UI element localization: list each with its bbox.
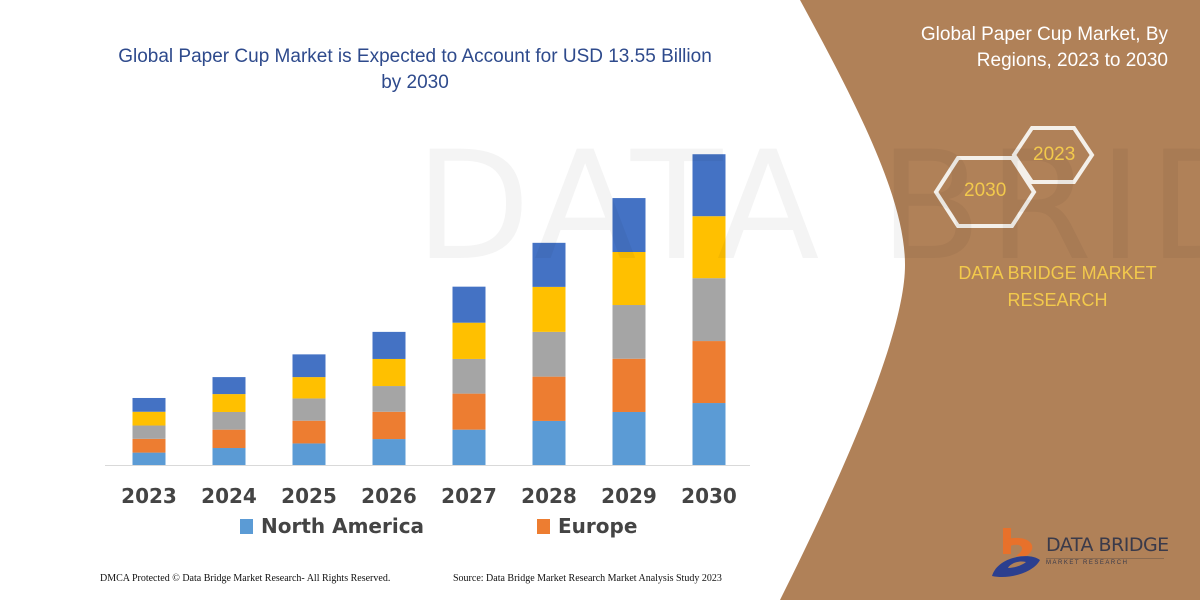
bar-2027-series-3 [452, 322, 486, 359]
logo-icon [992, 528, 1040, 578]
x-tick-label: 2027 [441, 484, 497, 508]
footer-source: Source: Data Bridge Market Research Mark… [453, 573, 722, 584]
bar-2027-series-4 [452, 286, 486, 323]
footer-copyright: DMCA Protected © Data Bridge Market Rese… [100, 573, 391, 584]
bar-2030-series-3 [692, 216, 726, 279]
bar-2028-series-0 [532, 420, 566, 465]
bar-2024-series-4 [212, 377, 246, 395]
legend-swatch [240, 518, 253, 534]
x-tick-label: 2024 [201, 484, 257, 508]
bar-2024-series-1 [212, 429, 246, 449]
x-tick-label: 2030 [681, 484, 737, 508]
bar-2025-series-4 [292, 354, 326, 378]
bar-2029-series-3 [612, 252, 646, 306]
legend-swatch [537, 518, 550, 534]
bar-2028-series-3 [532, 286, 566, 332]
bar-2023-series-3 [132, 411, 166, 426]
x-tick-label: 2028 [521, 484, 577, 508]
logo-name: DATA BRIDGE [1046, 534, 1169, 556]
bar-2030-series-2 [692, 278, 726, 342]
bar-2024-series-0 [212, 448, 246, 465]
bar-2025-series-2 [292, 398, 326, 421]
bar-2029-series-0 [612, 411, 646, 465]
chart-title: Global Paper Cup Market is Expected to A… [118, 46, 712, 93]
bar-2023-series-4 [132, 397, 166, 412]
x-tick-label: 2026 [361, 484, 417, 508]
watermark: DATA BRIDGE [415, 120, 1200, 294]
panel-title: Global Paper Cup Market, By Regions, 202… [920, 24, 1168, 71]
bar-2029-series-4 [612, 198, 646, 253]
bar-2025-series-1 [292, 420, 326, 444]
hexagon-2030 [933, 156, 1037, 228]
bar-2027-series-1 [452, 393, 486, 430]
x-tick-label: 2029 [601, 484, 657, 508]
bar-2029-series-2 [612, 305, 646, 359]
brand-text: DATA BRIDGE MARKET RESEARCH [958, 263, 1157, 310]
bars [132, 154, 726, 465]
bar-2023-series-0 [132, 452, 166, 465]
x-tick-label: 2025 [281, 484, 337, 508]
bar-2026-series-4 [372, 331, 406, 359]
hex-label-2023: 2023 [1033, 144, 1076, 165]
logo-subtitle: MARKET RESEARCH [1046, 558, 1164, 566]
bar-2030-series-4 [692, 154, 726, 217]
bar-2028-series-4 [532, 242, 566, 287]
bar-2027-series-2 [452, 358, 486, 394]
bar-2024-series-3 [212, 394, 246, 412]
brown-panel [780, 0, 1200, 600]
bar-2026-series-3 [372, 358, 406, 387]
bar-2025-series-3 [292, 377, 326, 399]
hex-label-2030: 2030 [964, 180, 1007, 201]
bar-2030-series-1 [692, 341, 726, 404]
bar-2024-series-2 [212, 411, 246, 430]
bar-2023-series-2 [132, 425, 166, 439]
bar-2026-series-1 [372, 411, 406, 440]
legend-label: Europe [558, 514, 638, 538]
bar-2023-series-1 [132, 438, 166, 453]
bar-2028-series-1 [532, 376, 566, 421]
legend-label: North America [261, 514, 425, 538]
bar-2027-series-0 [452, 429, 486, 465]
legend-north-america: North America [240, 514, 424, 538]
bar-2025-series-0 [292, 443, 326, 465]
bar-2029-series-1 [612, 358, 646, 412]
legend-europe: Europe [537, 514, 637, 538]
bar-2026-series-2 [372, 386, 406, 412]
x-tick-label: 2023 [121, 484, 177, 508]
hexagon-2023 [1011, 126, 1095, 184]
bar-2026-series-0 [372, 439, 406, 465]
bar-2028-series-2 [532, 331, 566, 377]
bar-2030-series-0 [692, 403, 726, 465]
